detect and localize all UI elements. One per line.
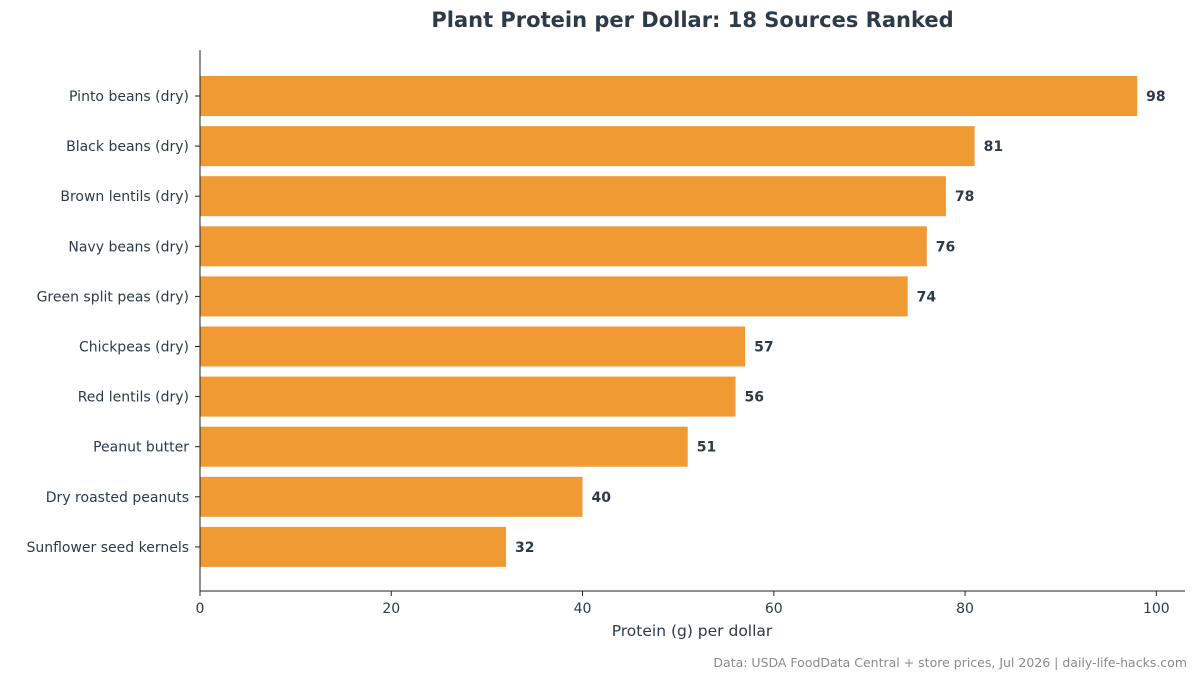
category-labels-layer: Pinto beans (dry) Black beans (dry) Brown … bbox=[26, 89, 189, 556]
category-label: Peanut butter bbox=[93, 440, 189, 456]
bar bbox=[200, 126, 975, 167]
category-label: Pinto beans (dry) bbox=[69, 89, 189, 105]
bar-value-label: 32 bbox=[515, 540, 534, 556]
x-tick-label: 20 bbox=[382, 601, 400, 617]
bar bbox=[200, 376, 736, 417]
category-label: Brown lentils (dry) bbox=[60, 189, 189, 205]
bar-value-label: 56 bbox=[745, 390, 764, 406]
x-axis-label: Protein (g) per dollar bbox=[612, 622, 773, 640]
category-label: Green split peas (dry) bbox=[37, 289, 189, 305]
bar bbox=[200, 226, 927, 267]
bar-value-label: 51 bbox=[697, 440, 716, 456]
bar-value-label: 57 bbox=[754, 340, 773, 356]
x-tick-label: 40 bbox=[574, 601, 592, 617]
bar bbox=[200, 276, 908, 317]
bar bbox=[200, 426, 688, 467]
x-tick-label: 100 bbox=[1143, 601, 1170, 617]
bar bbox=[200, 326, 746, 367]
category-label: Navy beans (dry) bbox=[68, 239, 189, 255]
bar bbox=[200, 176, 946, 217]
x-tick-label: 60 bbox=[765, 601, 783, 617]
bars-layer bbox=[200, 76, 1138, 567]
bar-value-label: 78 bbox=[955, 189, 974, 205]
bar-value-label: 74 bbox=[917, 289, 937, 305]
bar bbox=[200, 526, 507, 567]
bar bbox=[200, 476, 583, 517]
category-label: Black beans (dry) bbox=[66, 139, 189, 155]
bar-value-label: 98 bbox=[1146, 89, 1165, 105]
category-label: Sunflower seed kernels bbox=[26, 540, 189, 556]
category-label: Chickpeas (dry) bbox=[79, 340, 189, 356]
bar-value-label: 81 bbox=[984, 139, 1003, 155]
source-note: Data: USDA FoodData Central + store pric… bbox=[713, 655, 1187, 670]
bar bbox=[200, 76, 1138, 116]
bar-value-label: 40 bbox=[592, 490, 612, 506]
x-tick-label: 80 bbox=[956, 601, 974, 617]
bar-value-label: 76 bbox=[936, 239, 955, 255]
x-tick-label: 0 bbox=[196, 601, 205, 617]
value-labels-layer: 98 81 78 76 74 57 56 51 40 32 bbox=[515, 89, 1166, 556]
category-label: Dry roasted peanuts bbox=[46, 490, 189, 506]
chart-title: Plant Protein per Dollar: 18 Sources Ran… bbox=[431, 8, 954, 32]
axes-layer: 0 20 40 60 80 100 bbox=[195, 50, 1185, 617]
category-label: Red lentils (dry) bbox=[78, 390, 189, 406]
